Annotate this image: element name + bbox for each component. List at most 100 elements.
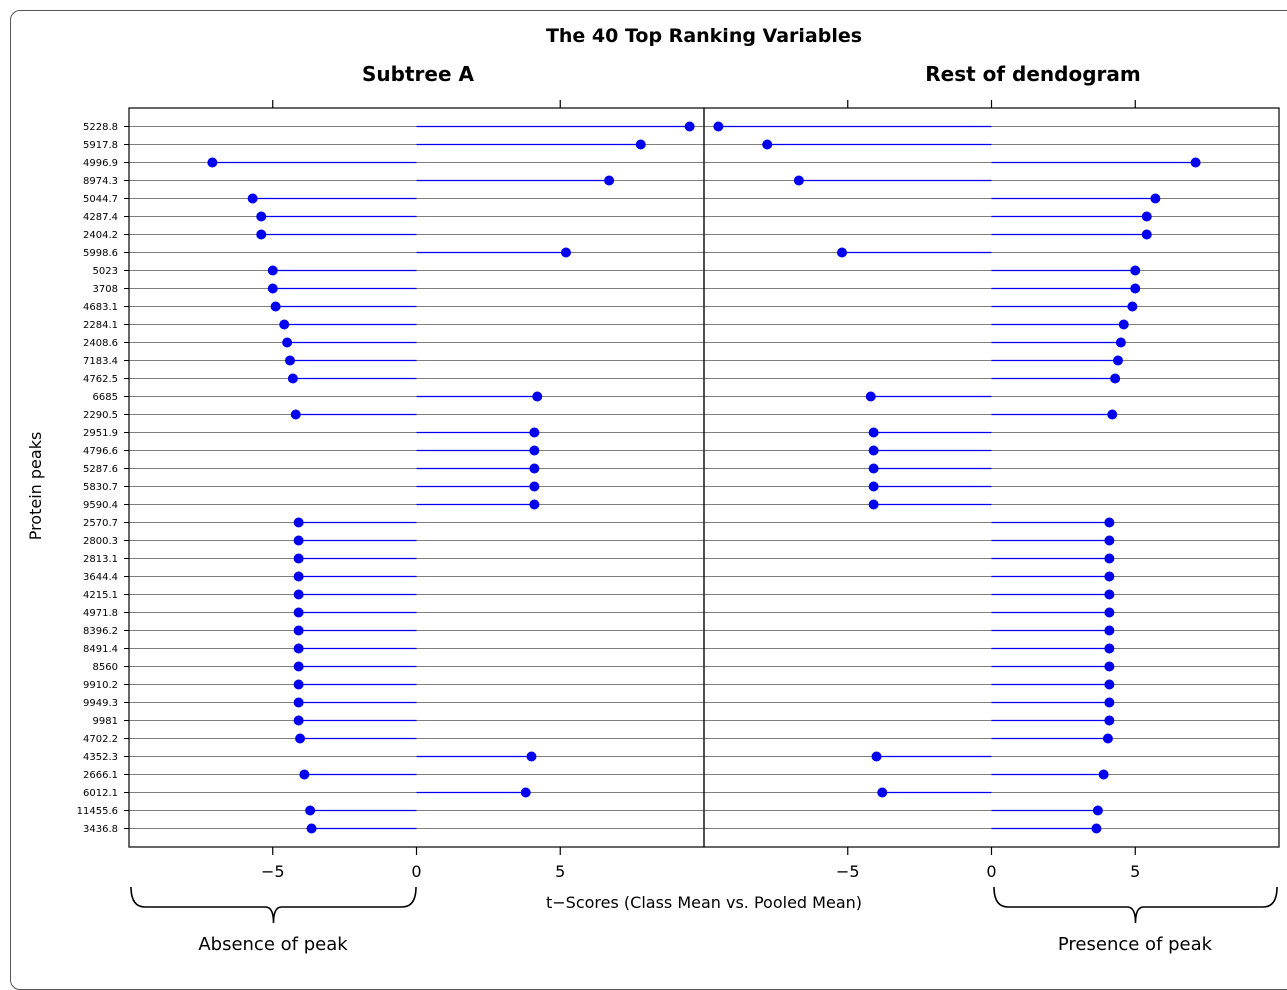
data-point [1118,319,1129,330]
data-point [1141,211,1152,222]
data-point [1092,805,1103,816]
panel-border [703,107,1280,848]
data-point [1113,355,1123,366]
data-point [256,211,267,222]
x-tick-label: 5 [1130,862,1140,881]
y-tick-label: 2570.7 [83,518,118,529]
data-point [293,535,304,546]
data-point [1110,373,1121,384]
x-tick-label: −5 [836,862,860,881]
data-point [279,319,290,330]
data-point [868,427,879,438]
x-axis-title: t−Scores (Class Mean vs. Pooled Mean) [546,893,862,912]
y-tick-label: 4996.9 [83,158,118,169]
data-point [868,481,879,492]
data-point [270,301,281,312]
data-point [526,751,537,762]
y-tick-label: 8491.4 [83,644,118,655]
y-tick-label: 4352.3 [83,752,118,763]
data-point [713,121,724,132]
data-point [520,787,531,798]
data-point [635,139,646,150]
data-point [868,445,879,456]
y-tick-label: 5917.8 [83,140,118,151]
x-tick-label: −5 [261,862,285,881]
y-tick-label: 5830.7 [83,482,118,493]
y-axis-title: Protein peaks [26,432,45,541]
y-tick-label: 9910.2 [83,680,118,691]
y-tick-label: 9949.3 [83,698,118,709]
data-point [267,265,278,276]
data-point [529,499,540,510]
y-tick-label: 4287.4 [83,212,118,223]
data-point [1190,157,1201,168]
data-point [1104,589,1115,600]
data-point [290,409,301,420]
y-tick-label: 2284.1 [83,320,118,331]
data-point [1107,409,1118,420]
y-tick-label: 4971.8 [83,608,118,619]
data-point [1104,715,1115,726]
data-point [868,499,879,510]
y-tick-label: 2800.3 [83,536,118,547]
panel-title-left: Subtree A [362,62,474,86]
data-point [529,463,540,474]
y-tick-label: 9981 [93,716,118,727]
data-point [532,391,543,402]
data-point [1141,229,1152,240]
data-point [1104,661,1115,672]
data-point [285,355,295,366]
y-tick-label: 4702.2 [83,734,118,745]
data-point [604,175,615,186]
y-tick-label: 5998.6 [83,248,118,259]
absence-brace [130,886,417,924]
data-point [293,715,304,726]
panel-title-right: Rest of dendogram [925,62,1141,86]
data-point [762,139,773,150]
y-tick-label: 2813.1 [83,554,118,565]
chart-svg: The 40 Top Ranking Variables Subtree A R… [26,25,1280,955]
data-point [1104,571,1115,582]
y-tick-label: 3436.8 [83,824,118,835]
data-point [293,661,304,672]
data-point [256,229,267,240]
data-point [1104,679,1115,690]
data-point [306,823,317,834]
data-point [293,697,304,708]
y-tick-label: 4762.5 [83,374,118,385]
data-point [293,643,304,654]
y-tick-label: 3708 [93,284,118,295]
data-point [1150,193,1161,204]
y-tick-label: 4215.1 [83,590,118,601]
data-point [293,625,304,636]
data-point [837,247,847,258]
y-tick-label: 4796.6 [83,446,118,457]
data-point [1130,283,1141,294]
data-point [1104,607,1115,618]
data-point [868,463,879,474]
y-tick-label: 6012.1 [83,788,118,799]
data-point [1104,553,1115,564]
x-tick-label: 5 [555,862,565,881]
data-point [1104,643,1115,654]
data-point [529,445,540,456]
data-point [877,787,888,798]
presence-annotation: Presence of peak [1058,934,1213,955]
data-point [1098,769,1109,780]
y-tick-label: 2951.9 [83,428,118,439]
x-tick-label: 0 [411,862,421,881]
data-point [299,769,310,780]
data-point [293,589,304,600]
y-tick-label: 4683.1 [83,302,118,313]
data-point [293,607,304,618]
data-point [295,733,306,744]
presence-brace [993,886,1278,924]
data-point [1104,535,1115,546]
data-point [293,571,304,582]
data-point [529,427,540,438]
data-point [207,157,218,168]
data-point [1102,733,1113,744]
chart-title: The 40 Top Ranking Variables [546,25,862,47]
data-point [1104,625,1115,636]
data-point [1127,301,1138,312]
